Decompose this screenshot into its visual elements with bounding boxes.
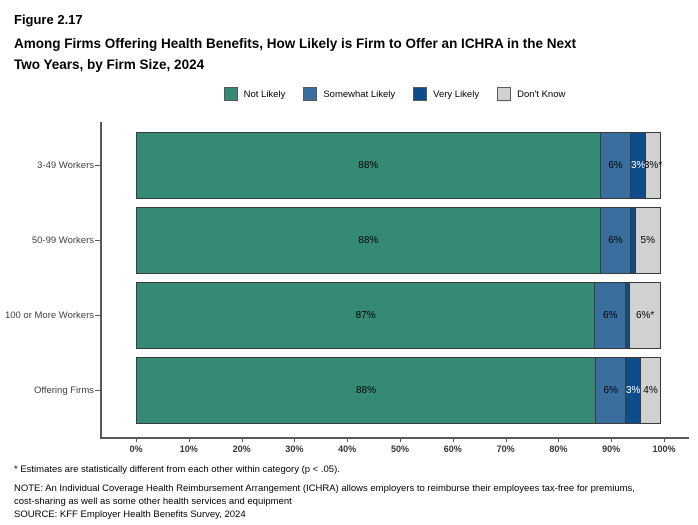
legend-swatch-somewhat-likely [303, 87, 318, 101]
y-axis-label: 3-49 Workers [37, 160, 94, 171]
footnote: * Estimates are statistically different … [14, 464, 340, 475]
bar-segment-label: 88% [358, 160, 379, 171]
bar-segment-label: 4% [643, 385, 658, 396]
bar-segment-label: 6% [608, 235, 623, 246]
figure-title-line2: Two Years, by Firm Size, 2024 [14, 57, 205, 72]
x-axis-line [100, 437, 689, 439]
y-axis-label: 50-99 Workers [31, 235, 94, 246]
x-axis-tick [558, 438, 560, 442]
x-axis-label: 90% [602, 444, 621, 454]
y-axis-tick [95, 240, 100, 241]
bar-segment: 88% [136, 207, 601, 274]
source-line: SOURCE: KFF Employer Health Benefits Sur… [14, 509, 246, 520]
chart-legend: Not Likely Somewhat Likely Very Likely D… [100, 86, 689, 102]
legend-swatch-not-likely [223, 87, 238, 101]
bar-segment-label: 3% [626, 385, 641, 396]
bar-segment-label: 88% [358, 235, 379, 246]
note-line1: NOTE: An Individual Coverage Health Reim… [14, 483, 635, 494]
legend-item-dont-know: Don't Know [497, 87, 565, 101]
bar-segment: 6% [599, 207, 632, 274]
bar-segment-label: 6% [603, 385, 618, 396]
figure-title-line1: Among Firms Offering Health Benefits, Ho… [14, 36, 577, 51]
legend-label: Don't Know [517, 88, 566, 100]
y-axis-tick [95, 315, 100, 316]
bar-row: 88% 6% 3% 3%* [136, 132, 664, 199]
x-axis-tick [664, 438, 665, 442]
figure-number: Figure 2.17 [14, 12, 83, 27]
x-axis-label: 60% [443, 444, 462, 454]
y-axis-tick [95, 390, 100, 391]
bar-segment-label: 6%* [635, 310, 655, 321]
x-axis-label: 70% [496, 444, 515, 454]
x-axis-tick [400, 438, 401, 442]
bar-segment: 6% [599, 132, 632, 199]
legend-swatch-dont-know [497, 87, 512, 101]
note-line2: cost-sharing as well as some other healt… [14, 496, 292, 507]
bar-segment: 6% [594, 282, 627, 349]
y-axis-label: 100 or More Workers [4, 310, 94, 321]
x-axis-label: 80% [549, 444, 568, 454]
bar-segment-label: 3%* [643, 160, 663, 171]
legend-label: Somewhat Likely [323, 88, 396, 100]
bar-segment: 88% [136, 132, 601, 199]
bar-segment-label: 3% [630, 160, 646, 171]
bar-segment: 87% [136, 282, 596, 349]
legend-label: Very Likely [433, 88, 480, 100]
x-axis-tick [241, 438, 243, 442]
x-axis-label: 100% [652, 444, 676, 454]
x-axis-tick [611, 438, 613, 442]
bar-row: 88% 6% 5% [136, 207, 664, 274]
legend-label: Not Likely [243, 88, 286, 100]
bar-segment: 6%* [629, 282, 661, 349]
legend-item-somewhat-likely: Somewhat Likely [303, 87, 395, 101]
x-axis-tick [294, 438, 296, 442]
x-axis-label: 20% [232, 444, 251, 454]
y-axis-line [100, 122, 102, 438]
x-axis-label: 50% [390, 444, 409, 454]
bar-segment-label: 88% [356, 385, 377, 396]
figure-title: Among Firms Offering Health Benefits, Ho… [14, 33, 682, 75]
bar-segment: 4% [640, 357, 661, 424]
bar-segment-label: 5% [640, 235, 655, 246]
bar-segment-label: 87% [355, 310, 376, 321]
bar-segment-label: 6% [608, 160, 623, 171]
bar-segment: 6% [595, 357, 627, 424]
y-axis-tick [95, 165, 100, 166]
x-axis-tick [505, 438, 507, 442]
bar-row: 87% 6% 6%* [136, 282, 664, 349]
x-axis-tick [347, 438, 349, 442]
bar-segment: 3% [625, 357, 642, 424]
legend-item-very-likely: Very Likely [413, 87, 479, 101]
y-axis-label: Offering Firms [33, 385, 94, 396]
bar-segment: 5% [634, 207, 661, 274]
legend-item-not-likely: Not Likely [223, 87, 286, 101]
x-axis-tick [136, 438, 137, 442]
bar-segment: 88% [136, 357, 597, 424]
bar-row: 88% 6% 3% 4% [136, 357, 664, 424]
x-axis-tick [188, 438, 190, 442]
x-axis-label: 30% [285, 444, 304, 454]
bar-segment: 3%* [643, 132, 663, 199]
x-axis-label: 10% [179, 444, 198, 454]
legend-swatch-very-likely [413, 87, 428, 101]
x-axis-label: 0% [129, 444, 143, 454]
x-axis-tick [452, 438, 454, 442]
x-axis-label: 40% [338, 444, 357, 454]
bar-segment-label: 6% [602, 310, 618, 321]
